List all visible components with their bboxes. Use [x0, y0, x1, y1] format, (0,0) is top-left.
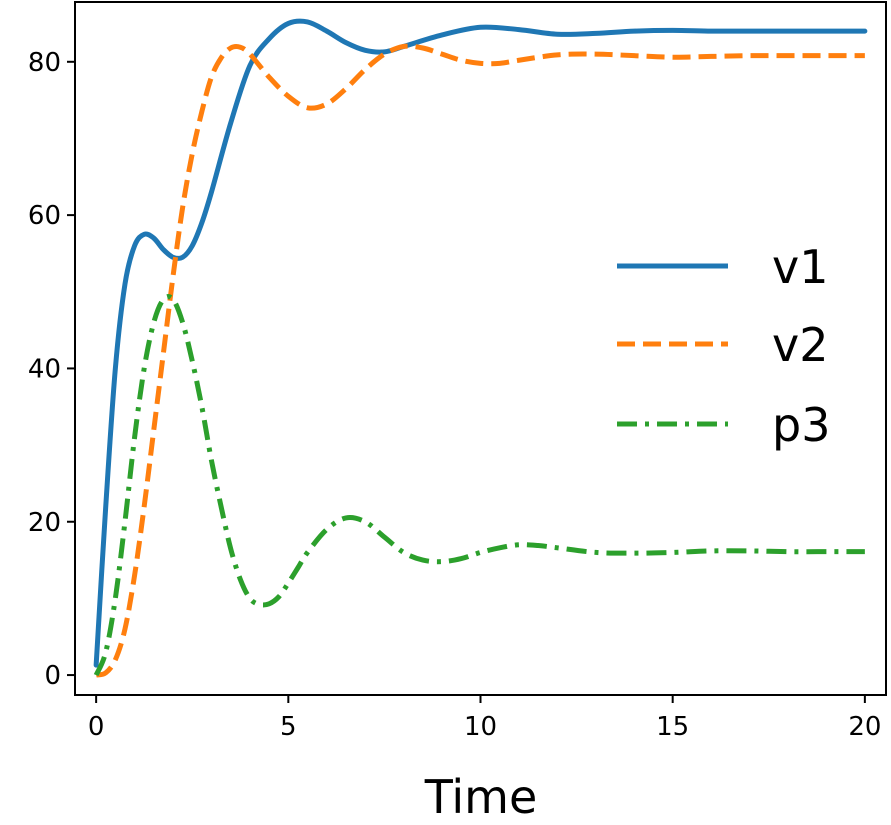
y-tick-label: 80	[28, 48, 61, 78]
x-tick-label: 0	[88, 712, 105, 742]
x-tick-label: 5	[280, 712, 297, 742]
legend-label-p3: p3	[772, 398, 830, 452]
y-tick-label: 0	[44, 661, 61, 691]
y-tick-label: 40	[28, 354, 61, 384]
legend-label-v2: v2	[772, 318, 829, 372]
legend: v1 v2 p3	[617, 240, 830, 452]
series-line-v2	[95, 43, 865, 678]
x-tick-label: 10	[464, 712, 497, 742]
y-axis-ticks: 0 20 40 60 80	[28, 48, 75, 691]
x-axis-ticks: 0 5 10 15 20	[88, 695, 881, 742]
y-tick-label: 60	[28, 201, 61, 231]
x-axis-label: Time	[424, 770, 538, 824]
y-tick-label: 20	[28, 508, 61, 538]
x-tick-label: 20	[848, 712, 881, 742]
series-layer	[93, 18, 868, 678]
series-line-p3	[93, 294, 865, 677]
x-tick-label: 15	[656, 712, 689, 742]
legend-label-v1: v1	[772, 240, 829, 294]
series-line-v1	[93, 18, 868, 668]
